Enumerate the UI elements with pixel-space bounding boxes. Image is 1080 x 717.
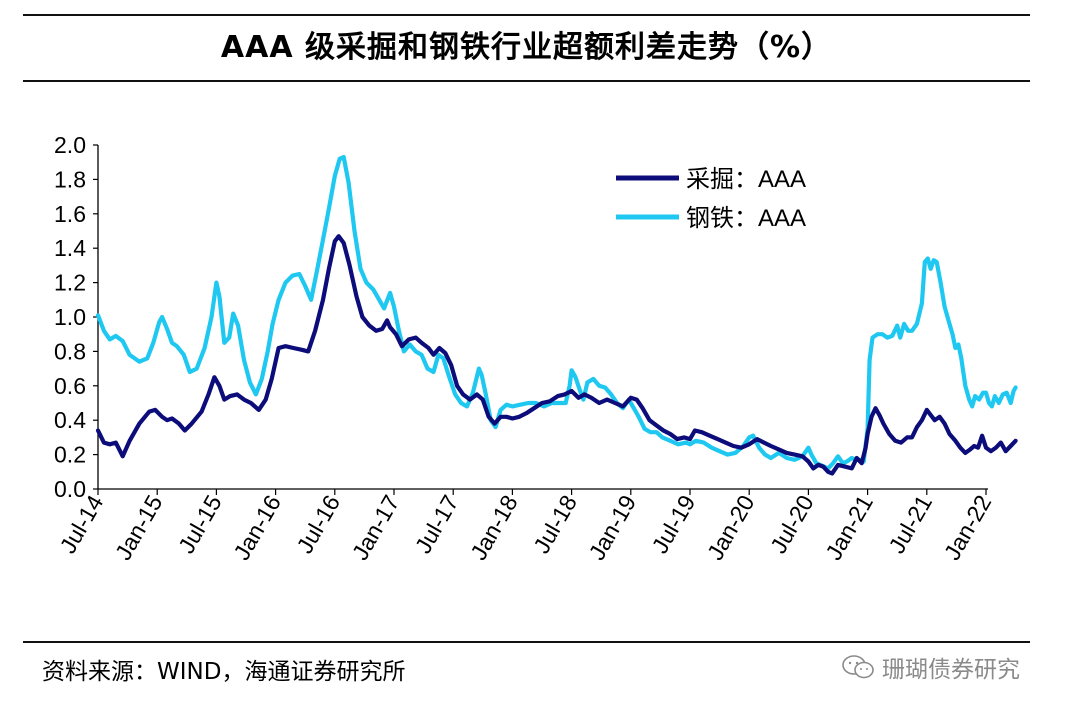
y-tick-label: 1.6 xyxy=(54,201,86,227)
x-tick-label: Jul-15 xyxy=(173,491,227,558)
x-tick-label: Jul-16 xyxy=(291,491,345,558)
series-lines xyxy=(95,154,1018,476)
x-tick-label: Jul-21 xyxy=(883,491,937,558)
watermark: 珊瑚债券研究 xyxy=(840,650,1020,684)
series-line-mining xyxy=(95,234,1018,476)
x-tick-label: Jul-20 xyxy=(765,491,819,558)
x-tick-label: Jan-17 xyxy=(347,491,405,565)
x-tick-label: Jan-18 xyxy=(465,491,523,565)
y-tick-label: 2.0 xyxy=(54,132,86,158)
x-tick-label: Jan-19 xyxy=(583,491,641,565)
y-tick-label: 1.4 xyxy=(54,235,86,261)
x-tick-label: Jan-16 xyxy=(228,491,286,565)
y-tick-label: 1.2 xyxy=(54,270,86,296)
x-axis: Jul-14 Jan-15 Jul-15 Jan-16 Jul-16 Jan-17 Jul-… xyxy=(54,488,997,565)
y-tick-label: 0.6 xyxy=(54,373,86,399)
watermark-text: 珊瑚债券研究 xyxy=(882,657,1020,683)
series-line-steel xyxy=(95,154,1018,471)
bottom-rule xyxy=(23,641,1030,643)
wechat-icon xyxy=(842,655,874,679)
x-tick-label: Jan-22 xyxy=(939,491,997,565)
x-tick-label: Jul-19 xyxy=(646,491,700,558)
x-tick-label: Jan-15 xyxy=(110,491,168,565)
y-tick-label: 0.0 xyxy=(54,476,86,502)
chart-title: AAA 级采掘和钢铁行业超额利差走势（%） xyxy=(220,30,833,65)
top-rule xyxy=(23,14,1030,16)
y-tick-label: 0.2 xyxy=(54,442,86,468)
x-tick-label: Jul-17 xyxy=(410,491,464,558)
y-tick-label: 0.8 xyxy=(54,338,86,364)
legend-label-mining: 采掘：AAA xyxy=(686,166,806,193)
line-chart: 2.0 1.8 1.6 1.4 1.2 1.0 0.8 0.6 0.4 0.2 0.0 Jul-14… xyxy=(54,132,1018,565)
legend: 采掘：AAA 钢铁：AAA xyxy=(616,166,806,232)
y-tick-label: 1.0 xyxy=(54,304,86,330)
y-tick-label: 0.4 xyxy=(54,407,86,433)
title-rule xyxy=(23,80,1030,82)
x-tick-label: Jan-20 xyxy=(702,491,760,565)
y-tick-label: 1.8 xyxy=(54,166,86,192)
x-tick-label: Jul-18 xyxy=(528,491,582,558)
legend-label-steel: 钢铁：AAA xyxy=(686,205,806,232)
x-tick-label: Jan-21 xyxy=(820,491,878,565)
y-axis: 2.0 1.8 1.6 1.4 1.2 1.0 0.8 0.6 0.4 0.2 0.0 xyxy=(54,132,99,502)
source-note: 资料来源：WIND，海通证券研究所 xyxy=(42,659,406,685)
